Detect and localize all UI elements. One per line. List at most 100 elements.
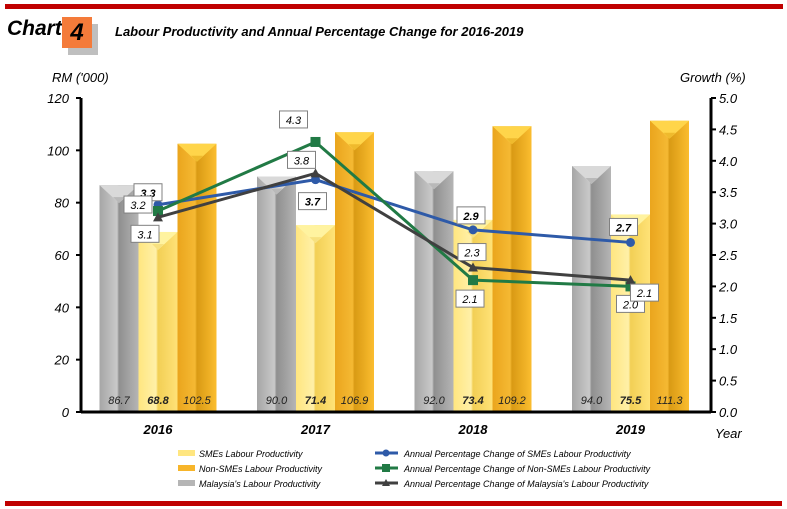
line-marker-circle	[468, 225, 478, 235]
bar-body	[335, 132, 374, 413]
line-sme	[157, 178, 631, 244]
y-tick-label: 100	[47, 143, 69, 158]
bar-malaysia-2019	[572, 166, 611, 412]
y2-tick-label: 5.0	[719, 91, 738, 106]
line-nonsme	[157, 140, 631, 288]
legend-label-bar: Malaysia's Labour Productivity	[199, 479, 321, 489]
y2-tick-label: 2.0	[718, 279, 738, 294]
y-axis-title: RM ('000)	[52, 70, 109, 85]
bar-cap-shade	[663, 132, 676, 139]
bar-cap-shade	[309, 237, 322, 244]
bar-body	[414, 171, 454, 412]
bar-value-label: 111.3	[657, 395, 684, 407]
line-data-label-box	[123, 195, 153, 214]
bar-body	[611, 214, 650, 412]
y2-tick-label: 3.5	[719, 185, 738, 200]
line-marker-circle	[626, 237, 635, 247]
y2-tick-label: 0.0	[719, 405, 738, 420]
bar-value-label: 86.7	[108, 395, 130, 407]
legend-swatch-bar	[178, 450, 195, 456]
bar-value-label: 109.2	[498, 395, 526, 407]
line-marker-triangle	[153, 212, 163, 222]
legend-marker-circle	[382, 449, 390, 457]
y-tick-label: 80	[55, 196, 70, 211]
line-data-label-box	[130, 224, 160, 243]
bar-body	[177, 143, 217, 412]
line-marker-square	[310, 136, 321, 147]
y2-axis-title: Growth (%)	[680, 70, 746, 85]
legend-marker-square	[382, 464, 390, 472]
chart-number-badge: 4	[62, 17, 92, 48]
bar-cap	[650, 120, 689, 139]
line-data-label: 2.9	[462, 211, 479, 223]
bar-value-label: 71.4	[305, 395, 326, 407]
line-data-label: 3.1	[137, 229, 152, 241]
y2-tick-label: 1.0	[719, 342, 738, 357]
y-tick-label: 0	[62, 405, 70, 420]
bar-nonsme-2016	[177, 143, 217, 412]
line-data-label-box	[279, 110, 308, 129]
legend-swatch-bar	[178, 465, 195, 471]
x-tick-label: 2016	[143, 422, 174, 437]
bar-value-label: 106.9	[341, 395, 369, 407]
y2-tick-label: 2.5	[718, 248, 738, 263]
y2-tick-label: 4.0	[719, 154, 738, 169]
bar-cap	[572, 166, 611, 185]
x-axis-title: Year	[715, 426, 742, 441]
bar-cap	[335, 132, 374, 151]
bar-cap-shade	[348, 144, 361, 151]
chart-title: Labour Productivity and Annual Percentag…	[115, 24, 524, 39]
bar-cap-shade	[585, 178, 598, 185]
bar-cap-shade	[152, 243, 164, 250]
y2-tick-label: 1.5	[719, 311, 738, 326]
bar-cap-shade	[270, 188, 283, 195]
bar-cap	[414, 171, 454, 190]
line-marker-triangle	[310, 168, 321, 178]
bar-value-label: 102.5	[183, 395, 211, 407]
bar-cap	[177, 143, 217, 162]
line-data-label: 2.7	[615, 222, 632, 234]
x-tick-label: 2018	[458, 422, 489, 437]
bar-body	[650, 120, 689, 412]
bar-cap	[296, 225, 335, 244]
line-data-label: 3.7	[305, 197, 321, 209]
bar-value-label: 73.4	[462, 395, 483, 407]
line-marker-circle	[311, 175, 320, 185]
y2-tick-label: 4.5	[719, 122, 738, 137]
x-tick-label: 2017	[300, 422, 331, 437]
bar-sme-2017	[296, 225, 335, 412]
line-data-label: 3.2	[130, 200, 145, 212]
line-data-label: 2.0	[622, 299, 639, 311]
bar-body	[138, 231, 178, 412]
bar-cap-shade	[467, 231, 479, 238]
bar-cap-shade	[191, 155, 203, 162]
line-data-label-box	[455, 289, 485, 308]
line-data-label: 2.3	[463, 248, 480, 260]
x-tick-label: 2019	[615, 422, 646, 437]
bar-value-label: 94.0	[581, 395, 603, 407]
legend-label-bar: SMEs Labour Productivity	[199, 449, 303, 459]
chart-label: Chart	[7, 17, 62, 40]
bar-malaysia-2018	[414, 171, 454, 412]
legend-label-bar: Non-SMEs Labour Productivity	[199, 464, 323, 474]
line-data-label-box	[287, 150, 316, 169]
bar-nonsme-2019	[650, 120, 689, 412]
bar-value-label: 68.8	[147, 395, 169, 407]
legend-swatch-bar	[178, 480, 195, 486]
line-data-label: 4.3	[286, 115, 302, 127]
y-tick-label: 20	[54, 353, 70, 368]
line-data-label: 2.1	[636, 288, 652, 300]
line-data-label-box	[457, 243, 487, 262]
line-data-label: 3.8	[294, 155, 310, 167]
bar-nonsme-2017	[335, 132, 374, 413]
line-marker-triangle	[625, 275, 636, 285]
bar-sme-2016	[138, 231, 178, 412]
bar-body	[296, 225, 335, 412]
line-marker-square	[468, 275, 478, 286]
bar-cap-shade	[506, 138, 518, 145]
bar-value-label: 92.0	[423, 395, 445, 407]
y-tick-label: 40	[55, 300, 70, 315]
bar-cap-shade	[428, 183, 440, 190]
bar-malaysia-2017	[257, 176, 296, 412]
